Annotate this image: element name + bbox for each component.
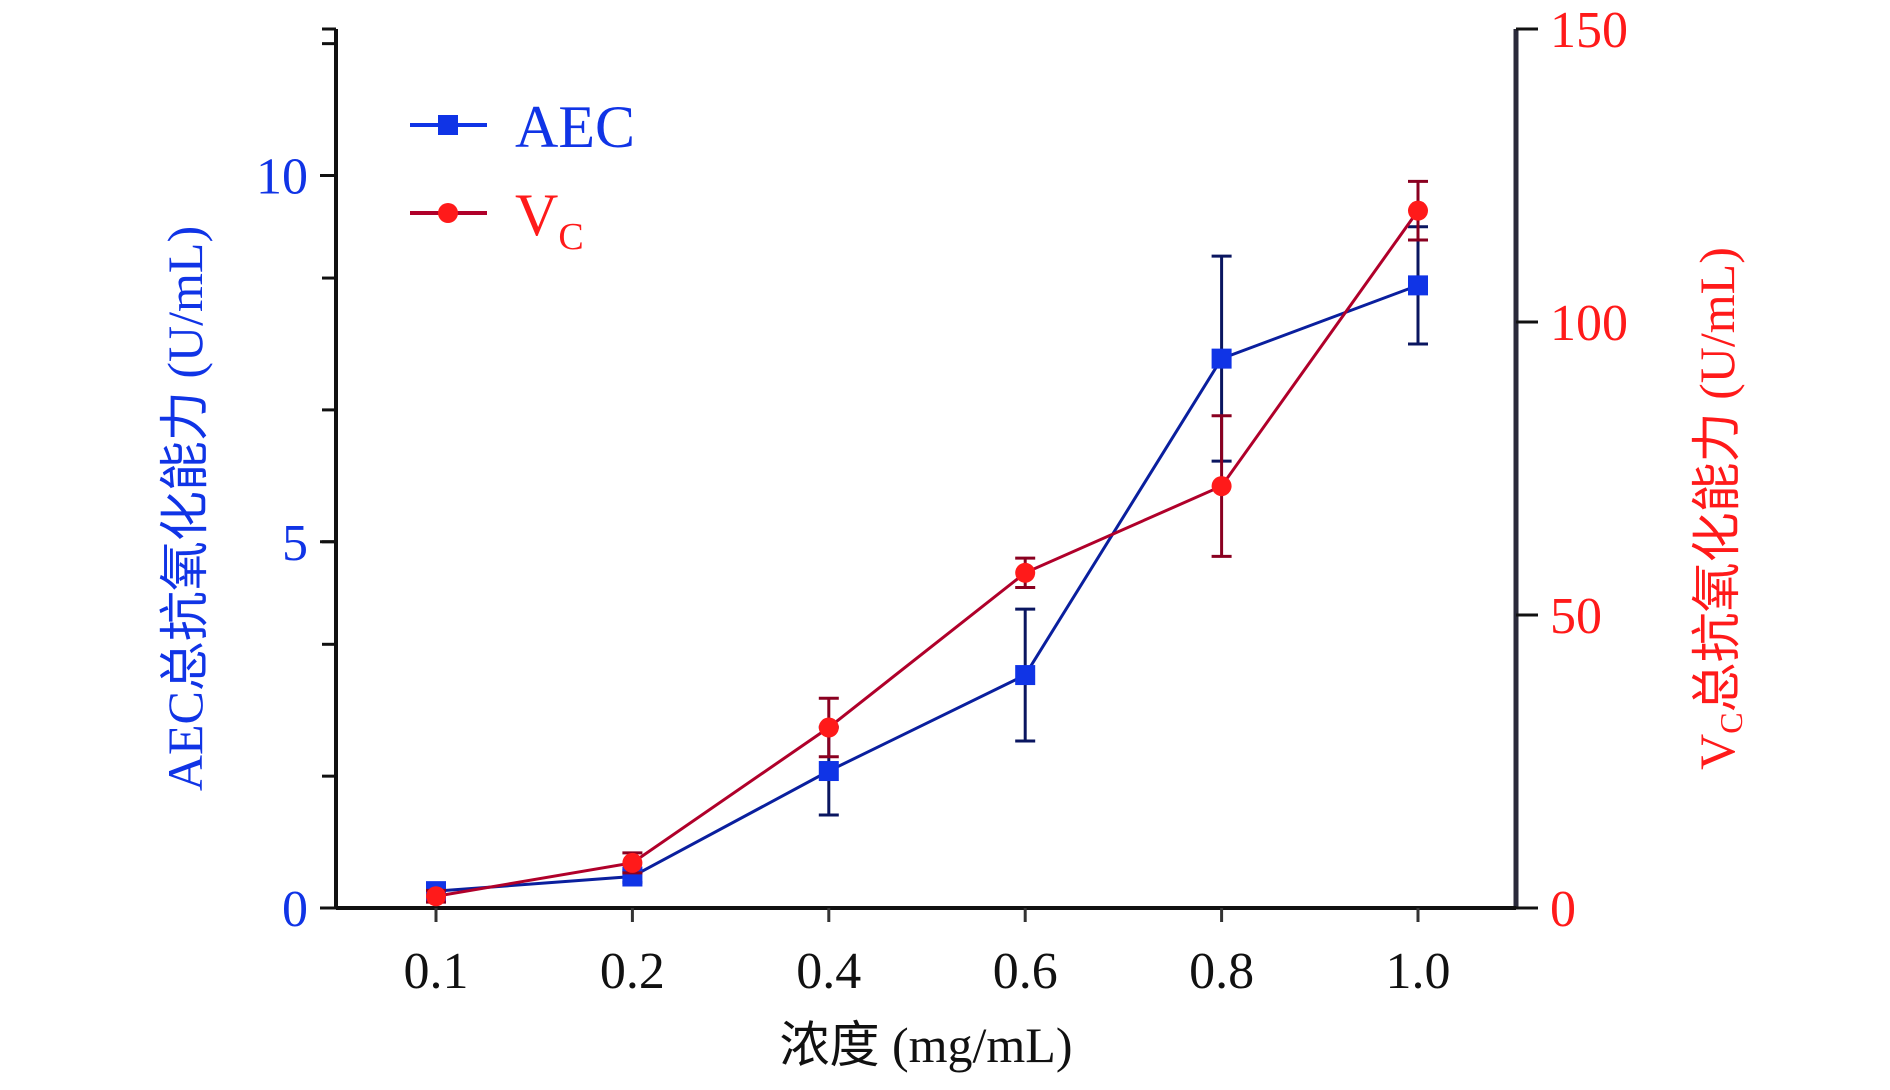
x-axis-tick-label: 0.8 xyxy=(1189,943,1254,1000)
data-point-circle xyxy=(818,717,839,738)
y-axis-right-title: VC总抗氧化能力 (U/mL) xyxy=(1689,247,1749,770)
y-axis-left-tick-label: 10 xyxy=(256,149,308,206)
legend-item-aec: AEC xyxy=(410,94,635,160)
data-point-circle xyxy=(622,852,643,873)
legend-label-main: V xyxy=(515,182,558,248)
y-axis-right-tick-label: 100 xyxy=(1550,295,1628,352)
data-point-square xyxy=(818,761,839,782)
y-axis-right-tick-label: 150 xyxy=(1550,2,1628,59)
y-axis-left-tick-label: 0 xyxy=(282,881,308,938)
x-axis-title: 浓度 (mg/mL) xyxy=(779,1017,1072,1073)
data-point-circle xyxy=(1408,200,1428,221)
y-axis-right-tick-label: 50 xyxy=(1550,588,1602,645)
y-axis-right-title-sub: C xyxy=(1713,712,1749,733)
x-axis-tick-label: 1.0 xyxy=(1386,943,1451,1000)
x-axis-tick-label: 0.1 xyxy=(404,943,469,1000)
data-point-circle xyxy=(1211,476,1232,497)
series-layer xyxy=(426,179,1428,907)
series-line xyxy=(435,283,1419,893)
y-axis-left-title: AEC总抗氧化能力 (U/mL) xyxy=(157,226,213,791)
data-point-square xyxy=(1408,275,1428,296)
legend-marker-circle xyxy=(438,203,458,223)
data-point-square xyxy=(1015,665,1036,686)
x-axis-tick-label: 0.2 xyxy=(600,943,665,1000)
data-point-square xyxy=(1211,348,1232,369)
legend-item-v: VC xyxy=(410,182,584,258)
y-axis-right-title-main: V xyxy=(1689,734,1745,770)
y-axis-right-tick-label: 0 xyxy=(1550,881,1576,938)
legend-marker-square xyxy=(438,115,458,135)
y-axis-left-tick-label: 5 xyxy=(282,515,308,572)
x-axis-tick-label: 0.4 xyxy=(796,943,861,1000)
y-axis-right-title-rest: 总抗氧化能力 (U/mL) xyxy=(1689,247,1745,712)
x-axis-tick-label: 0.6 xyxy=(993,943,1058,1000)
data-point-circle xyxy=(426,886,446,907)
series-v xyxy=(426,179,1428,907)
legend: AEC VC xyxy=(410,94,635,258)
legend-label: AEC xyxy=(515,94,635,160)
legend-label: VC xyxy=(515,182,584,258)
legend-label-sub: C xyxy=(558,216,583,258)
series-line xyxy=(435,209,1420,898)
series-aec xyxy=(426,225,1428,902)
data-point-circle xyxy=(1015,562,1036,583)
legend-label-main: AEC xyxy=(515,94,635,160)
